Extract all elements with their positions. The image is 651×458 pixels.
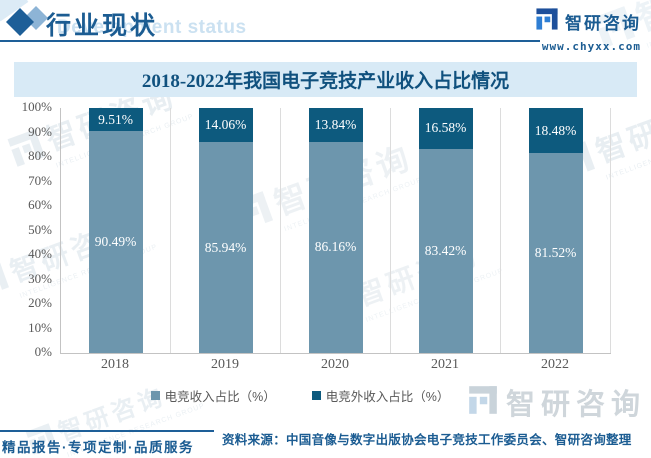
- bar-segment-non-esports-revenue: 16.58%: [418, 108, 473, 149]
- stacked-bar: 9.51% 90.49%: [88, 108, 143, 353]
- legend-swatch: [150, 391, 160, 400]
- bar-segment-non-esports-revenue: 18.48%: [528, 108, 583, 154]
- stacked-bar: 18.48% 81.52%: [528, 108, 583, 353]
- watermark-caption: INTELLIGENCE RESEARCH GROUP: [605, 125, 651, 182]
- plot-area: 9.51% 90.49% 14.06% 85.94% 13.84% 86.16% 16.58…: [60, 108, 611, 354]
- bar-value-label: 90.49%: [94, 234, 137, 250]
- legend-item: 电竞收入占比（%）: [150, 386, 276, 405]
- brand-url: www.chyxx.com: [541, 40, 641, 53]
- y-axis: 0% 10% 20% 30% 40% 50% 60% 70% 80% 90% 100%: [6, 99, 52, 359]
- brand-block: 智研咨询 www.chyxx.com: [534, 6, 641, 53]
- category-slot: 16.58% 83.42%: [391, 108, 501, 353]
- bar-segment-non-esports-revenue: 13.84%: [308, 108, 363, 142]
- bar-segment-non-esports-revenue: 14.06%: [198, 108, 253, 143]
- brand-logo-icon: [534, 6, 560, 37]
- legend-label: 电竞外收入占比（%）: [325, 390, 450, 404]
- stacked-bar: 16.58% 83.42%: [418, 108, 473, 353]
- bar-value-label: 18.48%: [534, 122, 577, 138]
- stacked-bar: 13.84% 86.16%: [308, 108, 363, 353]
- header-watermark-text: Development status: [57, 17, 247, 38]
- category-slot: 18.48% 81.52%: [501, 108, 611, 353]
- bar-value-label: 81.52%: [534, 245, 577, 261]
- y-tick-label: 90%: [28, 123, 52, 139]
- chart-title-banner: 2018-2022年我国电子竞技产业收入占比情况: [14, 62, 637, 97]
- footer-tagline: 精品报告·专项定制·品质服务: [2, 440, 194, 455]
- bar-segment-esports-revenue: 83.42%: [418, 148, 473, 353]
- x-tick-label: 2022: [541, 357, 569, 372]
- bar-value-label: 14.06%: [204, 117, 247, 133]
- bar-value-label: 83.42%: [424, 242, 467, 258]
- brand-name: 智研咨询: [565, 14, 641, 33]
- y-tick-label: 0%: [34, 344, 52, 359]
- x-axis: 2018 2019 2020 2021 2022: [60, 357, 610, 373]
- bar-value-label: 13.84%: [314, 116, 357, 132]
- x-tick-label: 2020: [321, 357, 349, 372]
- stacked-bar: 14.06% 85.94%: [198, 108, 253, 353]
- chart-legend: 电竞收入占比（%） 电竞外收入占比（%）: [0, 386, 600, 405]
- y-tick-label: 30%: [28, 270, 52, 286]
- footer-divider: [0, 430, 214, 432]
- chart-title: 2018-2022年我国电子竞技产业收入占比情况: [141, 71, 510, 92]
- x-tick-label: 2019: [211, 357, 239, 372]
- bar-value-label: 16.58%: [424, 120, 467, 136]
- watermark-caption: INTELLIGENCE RESEARCH GROUP: [645, 0, 651, 50]
- category-slot: 9.51% 90.49%: [61, 108, 171, 353]
- category-slot: 13.84% 86.16%: [281, 108, 391, 353]
- category-slot: 14.06% 85.94%: [171, 108, 281, 353]
- bar-segment-esports-revenue: 86.16%: [308, 141, 363, 353]
- x-tick-label: 2018: [101, 357, 129, 372]
- bar-segment-esports-revenue: 90.49%: [88, 131, 143, 353]
- bar-value-label: 85.94%: [204, 239, 247, 255]
- bar-segment-esports-revenue: 81.52%: [528, 153, 583, 353]
- bar-value-label: 9.51%: [98, 111, 133, 127]
- y-tick-label: 60%: [28, 197, 52, 212]
- y-tick-label: 50%: [28, 221, 52, 237]
- bar-value-label: 86.16%: [314, 239, 357, 255]
- legend-label: 电竞收入占比（%）: [164, 390, 276, 404]
- page-title: 行业现状: [46, 12, 159, 40]
- bar-segment-non-esports-revenue: 9.51%: [88, 108, 143, 132]
- y-tick-label: 10%: [28, 319, 52, 335]
- y-tick-label: 80%: [28, 148, 52, 163]
- y-tick-label: 20%: [28, 295, 52, 310]
- section-diamond-icon: [4, 4, 50, 45]
- bar-segment-esports-revenue: 85.94%: [198, 142, 253, 353]
- legend-swatch: [311, 391, 321, 400]
- y-tick-label: 100%: [21, 99, 52, 114]
- data-source-note: 资料来源：中国音像与数字出版协会电子竞技工作委员会、智研咨询整理: [222, 433, 632, 447]
- header-divider: [0, 40, 540, 42]
- y-tick-label: 40%: [28, 246, 52, 261]
- x-tick-label: 2021: [431, 357, 459, 372]
- y-tick-label: 70%: [28, 172, 52, 188]
- legend-item: 电竞外收入占比（%）: [311, 386, 450, 405]
